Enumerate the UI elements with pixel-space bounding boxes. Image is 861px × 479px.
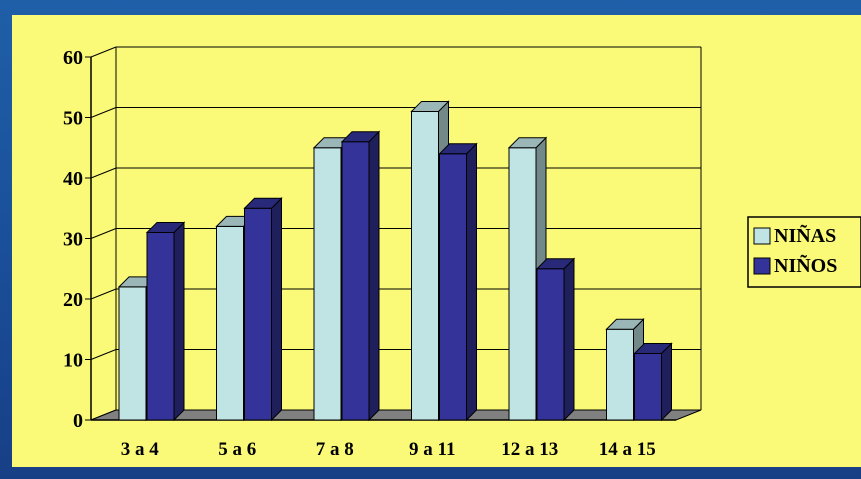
x-tick-label: 7 a 8 xyxy=(316,439,354,460)
legend-swatch-ni-os xyxy=(753,257,771,275)
bar-front xyxy=(341,141,370,421)
bar-side xyxy=(271,197,282,422)
bar-front xyxy=(508,147,537,421)
bar-front xyxy=(146,231,175,421)
axes xyxy=(85,47,702,421)
bars xyxy=(117,100,673,422)
bar-side xyxy=(563,257,575,422)
y-tick-label: 20 xyxy=(63,289,83,311)
gridline-side xyxy=(90,228,117,239)
bar-front xyxy=(606,328,634,421)
x-tick-label: 14 a 15 xyxy=(599,439,656,460)
bar-ni-os-14-a-15 xyxy=(633,342,673,422)
legend-label-ni-as: NIÑAS xyxy=(774,224,836,247)
bar-ni-os-7-a-8 xyxy=(340,130,381,422)
bar-ni-as-12-a-13 xyxy=(507,136,548,422)
bar-top xyxy=(605,318,645,330)
y-tick-label: 10 xyxy=(63,350,83,372)
bar-front xyxy=(536,268,565,421)
bar-ni-os-3-a-4 xyxy=(145,221,186,422)
legend: NIÑAS NIÑOS xyxy=(747,216,861,288)
x-tick-label: 12 a 13 xyxy=(501,439,558,460)
bar-top xyxy=(438,143,478,155)
bar-front xyxy=(634,352,662,421)
bar-ni-os-9-a-11 xyxy=(438,142,478,422)
gridline-side xyxy=(90,349,117,360)
x-tick-label: 3 a 4 xyxy=(121,439,160,460)
bar-side xyxy=(368,130,380,422)
bar-side xyxy=(466,142,477,422)
x-tick-label: 9 a 11 xyxy=(409,439,455,460)
y-tick-label: 60 xyxy=(63,47,83,69)
bar-front xyxy=(411,110,439,421)
x-tick-label: 5 a 6 xyxy=(218,439,256,460)
y-tick-label: 30 xyxy=(63,229,83,251)
bar-front xyxy=(313,147,342,421)
bar-side xyxy=(661,342,672,422)
bar-front xyxy=(118,286,147,421)
y-tick-label: 50 xyxy=(63,108,83,130)
bar-top xyxy=(507,137,548,149)
x-tick-labels: 3 a 4 5 a 6 7 a 8 9 a 11 12 a 13 14 a 15 xyxy=(121,439,656,460)
bar-top xyxy=(410,100,450,112)
bar-top xyxy=(340,131,381,143)
bar-ni-os-12-a-13 xyxy=(535,257,576,422)
gridline-side xyxy=(90,107,117,118)
gridline-side xyxy=(90,288,117,300)
gridline-side xyxy=(90,167,117,179)
gridline-side xyxy=(90,46,117,58)
legend-swatch-ni-as xyxy=(753,227,771,245)
y-tick-label: 40 xyxy=(63,168,83,190)
y-tick-label: 0 xyxy=(73,410,83,432)
bar-front xyxy=(216,225,244,421)
legend-label-ni-os: NIÑOS xyxy=(774,254,837,277)
bar-top xyxy=(633,342,673,354)
y-tick-labels: 0 10 20 30 40 50 60 xyxy=(63,47,83,432)
bar-ni-os-5-a-6 xyxy=(243,197,283,422)
bar-side xyxy=(173,221,185,422)
bar-top xyxy=(535,258,576,270)
bar-front xyxy=(244,207,272,421)
bar-front xyxy=(439,153,467,421)
bar-top xyxy=(243,197,283,209)
bar-top xyxy=(145,221,186,233)
